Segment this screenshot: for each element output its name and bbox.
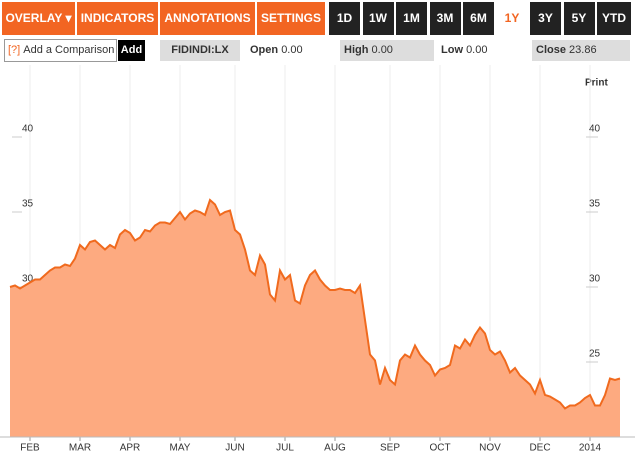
print-link[interactable]: Print	[585, 78, 608, 89]
x-tick-label: JUL	[276, 443, 294, 454]
y-tick-label: 35	[589, 199, 601, 210]
menu-button[interactable]: ANNOTATIONS	[160, 2, 255, 35]
stat-label: Open	[250, 44, 279, 56]
stat: Open 0.00	[250, 40, 330, 61]
stat: High 0.00	[340, 40, 434, 61]
x-tick-label: MAR	[69, 443, 91, 454]
y-tick-label: 25	[589, 349, 601, 360]
x-tick-label: JUN	[225, 443, 244, 454]
comparison-input[interactable]: [?] Add a Comparison	[4, 39, 117, 62]
range-button[interactable]: 1D	[329, 2, 360, 35]
line	[9, 198, 621, 410]
stat: Close 23.86	[532, 40, 630, 61]
area	[10, 200, 620, 437]
y-tick-label: 30	[22, 274, 34, 285]
menu-button[interactable]: INDICATORS	[77, 2, 158, 35]
stat-value: 23.86	[569, 44, 597, 56]
range-button[interactable]: 1W	[362, 2, 394, 35]
stat-label: Close	[536, 44, 566, 56]
x-tick-label: OCT	[429, 443, 450, 454]
y-tick-label: 35	[22, 199, 34, 210]
range-button[interactable]: 1Y	[496, 2, 528, 35]
x-tick-label: SEP	[380, 443, 400, 454]
x-tick-label: NOV	[479, 443, 501, 454]
y-tick-label: 40	[22, 124, 34, 135]
placeholder: Add a Comparison	[23, 44, 115, 56]
y-tick-label: 30	[589, 274, 601, 285]
y-tick-label: 40	[589, 124, 601, 135]
menu-button[interactable]: SETTINGS	[257, 2, 325, 35]
stat-value: 0.00	[466, 44, 488, 56]
range-button[interactable]: 3M	[429, 2, 461, 35]
stat-label: High	[344, 44, 369, 56]
symbol: FIDINDI:LX	[160, 40, 240, 61]
x-tick-label: 2014	[579, 443, 602, 454]
range-button[interactable]: YTD	[597, 2, 631, 35]
stat-label: Low	[441, 44, 463, 56]
x-tick-label: MAY	[170, 443, 191, 454]
x-tick-label: AUG	[324, 443, 346, 454]
x-tick-label: DEC	[529, 443, 550, 454]
x-tick-label: FEB	[20, 443, 40, 454]
help-icon[interactable]: [?]	[8, 44, 21, 56]
add-button[interactable]: Add	[118, 40, 145, 61]
menu-button[interactable]: OVERLAY	[2, 2, 75, 35]
stat: Low 0.00	[441, 40, 521, 61]
stat-value: 0.00	[371, 44, 393, 56]
stat-value: 0.00	[281, 44, 303, 56]
range-button[interactable]: 6M	[463, 2, 494, 35]
range-button[interactable]: 1M	[396, 2, 427, 35]
range-button[interactable]: 5Y	[563, 2, 595, 35]
x-tick-label: APR	[120, 443, 141, 454]
range-button[interactable]: 3Y	[530, 2, 561, 35]
